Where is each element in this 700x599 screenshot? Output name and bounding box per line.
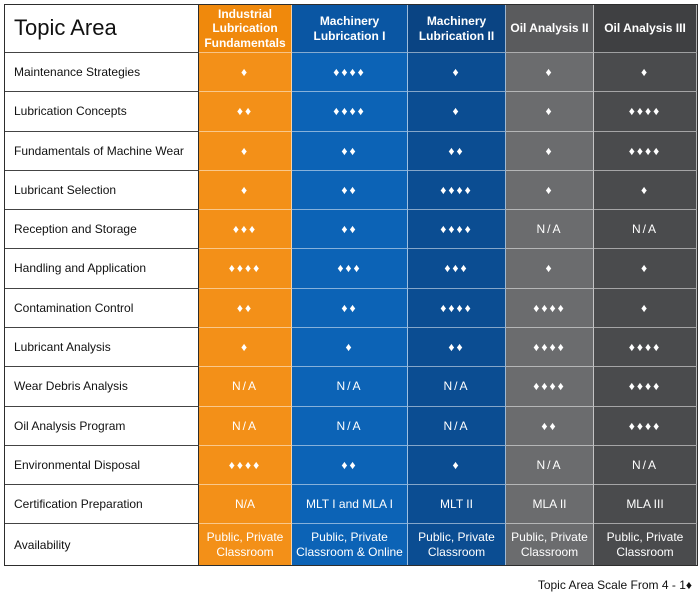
column-header-machinery-lubrication-1: Machinery Lubrication I [292,5,408,53]
rating-cell: ♦♦♦♦ [292,92,408,132]
availability-cell: Public, Private Classroom & Online [292,524,408,566]
rating-cell: N/A [292,367,408,407]
rating-cell: ♦♦♦♦ [594,406,697,446]
rating-cell: ♦♦ [408,328,506,368]
rating-cell: N/A [594,445,697,486]
rating-cell: ♦ [506,92,594,132]
rating-cell: ♦ [594,170,697,211]
rating-cell: ♦♦♦♦ [292,53,408,93]
rating-cell: ♦♦ [292,170,408,211]
rating-cell: ♦♦♦♦ [594,92,697,132]
availability-cell: Public, Private Classroom [594,524,697,566]
rating-cell: ♦ [199,131,292,171]
rating-cell: ♦♦ [408,131,506,171]
row-label: Fundamentals of Machine Wear [5,131,199,171]
rating-cell: ♦ [408,445,506,486]
rating-cell: N/A [408,406,506,446]
rating-cell: ♦♦♦♦ [408,288,506,329]
rating-cell: ♦♦♦ [199,210,292,250]
rating-cell: ♦♦♦♦ [199,445,292,486]
rating-cell: ♦♦♦♦ [594,367,697,407]
rating-cell: ♦ [506,131,594,171]
column-header-industrial-lubrication-fundamentals: Industrial Lubrication Fundamentals [199,5,292,53]
row-label: Handling and Application [5,249,199,289]
availability-cell: Public, Private Classroom [199,524,292,566]
rating-cell: ♦♦ [292,131,408,171]
rating-cell: ♦♦ [292,288,408,329]
rating-cell: ♦ [199,53,292,93]
certification-cell: N/A [199,485,292,525]
row-label: Wear Debris Analysis [5,367,199,407]
rating-cell: ♦♦♦♦ [594,328,697,368]
topic-comparison-table: Topic Area Industrial Lubrication Fundam… [4,4,698,567]
column-header-oil-analysis-2: Oil Analysis II [506,5,594,53]
rating-cell: ♦ [199,328,292,368]
column-header-oil-analysis-3: Oil Analysis III [594,5,697,53]
rating-cell: N/A [199,367,292,407]
rating-cell: ♦♦ [199,288,292,329]
rating-cell: ♦♦♦♦ [199,249,292,289]
rating-cell: ♦ [408,92,506,132]
rating-cell: ♦♦ [292,210,408,250]
rating-cell: ♦♦ [292,445,408,486]
certification-cell: MLA II [506,485,594,525]
rating-cell: N/A [408,367,506,407]
rating-cell: ♦ [506,170,594,211]
rating-cell: N/A [292,406,408,446]
row-label: Availability [5,524,199,566]
rating-cell: N/A [506,445,594,486]
scale-legend: Topic Area Scale From 4 - 1♦ [537,578,692,592]
row-label: Certification Preparation [5,485,199,525]
availability-cell: Public, Private Classroom [408,524,506,566]
rating-cell: ♦♦♦♦ [408,210,506,250]
row-label: Oil Analysis Program [5,406,199,446]
column-header-machinery-lubrication-2: Machinery Lubrication II [408,5,506,53]
row-label: Lubrication Concepts [5,92,199,132]
rating-cell: ♦ [506,53,594,93]
availability-cell: Public, Private Classroom [506,524,594,566]
rating-cell: ♦♦♦♦ [506,367,594,407]
row-label: Lubricant Selection [5,170,199,211]
certification-cell: MLT I and MLA I [292,485,408,525]
rating-cell: ♦♦♦ [292,249,408,289]
rating-cell: N/A [506,210,594,250]
rating-cell: ♦♦♦♦ [594,131,697,171]
row-label: Environmental Disposal [5,445,199,486]
rating-cell: ♦ [594,53,697,93]
rating-cell: ♦ [594,288,697,329]
table-title: Topic Area [5,5,199,53]
rating-cell: ♦♦ [506,406,594,446]
rating-cell: ♦♦♦ [408,249,506,289]
rating-cell: ♦♦♦♦ [506,328,594,368]
rating-cell: ♦ [408,53,506,93]
rating-cell: ♦♦ [199,92,292,132]
row-label: Lubricant Analysis [5,328,199,368]
rating-cell: N/A [594,210,697,250]
rating-cell: N/A [199,406,292,446]
rating-cell: ♦ [594,249,697,289]
row-label: Maintenance Strategies [5,53,199,93]
certification-cell: MLT II [408,485,506,525]
rating-cell: ♦ [292,328,408,368]
row-label: Contamination Control [5,288,199,329]
rating-cell: ♦♦♦♦ [506,288,594,329]
rating-cell: ♦ [199,170,292,211]
rating-cell: ♦♦♦♦ [408,170,506,211]
row-label: Reception and Storage [5,210,199,250]
rating-cell: ♦ [506,249,594,289]
certification-cell: MLA III [594,485,697,525]
